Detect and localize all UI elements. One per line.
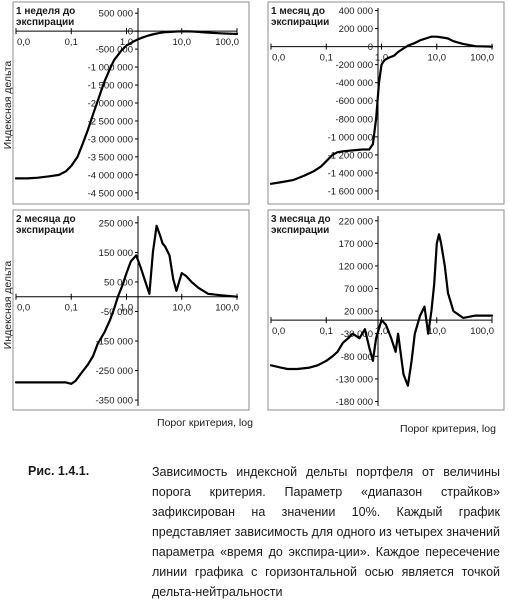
x-tick-label: 0,0 <box>17 303 30 314</box>
y-tick-label: -2 000 000 <box>88 99 133 110</box>
chart-panel-2: 1 месяц до экспирации 400 000 200 000 0 -200 … <box>267 1 505 205</box>
chart-title: 3 месяца до экспирации <box>271 214 331 236</box>
y-tick-label: -30 000 <box>341 329 373 340</box>
y-tick-label: 0 <box>128 27 133 38</box>
y-tick-label: -50 000 <box>101 307 133 318</box>
x-axis-title: Порог критерия, log <box>157 417 253 429</box>
chart-title-line: 3 месяца до <box>271 214 331 225</box>
y-tick-label: 250 000 <box>99 218 133 229</box>
y-tick-label: -600 000 <box>335 96 373 107</box>
x-tick-label: 0,1 <box>320 53 333 64</box>
chart-panel-3: 2 месяца до экспирации 250 000 150 000 50 00… <box>12 209 250 411</box>
chart-title-line: экспирации <box>16 225 74 236</box>
chart-title-line: 1 месяц до <box>271 6 325 17</box>
x-tick-label: 10,0 <box>173 303 192 314</box>
series-line <box>14 30 239 180</box>
y-tick-label: -250 000 <box>95 366 133 377</box>
figure: Индексная дельта Индексная дельта Порог кр… <box>2 1 505 435</box>
y-tick-label: -2 500 000 <box>88 116 133 127</box>
x-tick-label: 10,0 <box>173 37 192 48</box>
y-tick-label: -3 000 000 <box>88 134 133 145</box>
y-tick-label: -1 000 000 <box>328 132 373 143</box>
x-tick-label: 0,1 <box>320 326 333 337</box>
y-axis-title: Индексная дельта <box>2 61 14 150</box>
x-tick-label: 0,1 <box>65 303 78 314</box>
y-tick-label: -3 500 000 <box>88 152 133 163</box>
y-tick-label: 200 000 <box>339 24 373 35</box>
x-tick-label: 1,0 <box>375 326 388 337</box>
chart-title-line: экспирации <box>16 17 74 28</box>
caption-text: Зависимость индексной дельты портфеля от… <box>152 465 500 599</box>
y-tick-label: 70 000 <box>344 284 373 295</box>
x-tick-label: 10,0 <box>428 53 447 64</box>
panel-frame <box>267 209 505 411</box>
chart-title-line: 2 месяца до <box>16 214 76 225</box>
x-tick-label: 100,0 <box>215 303 239 314</box>
x-tick-label: 0,1 <box>65 37 78 48</box>
series-line <box>14 224 239 385</box>
y-tick-label: -200 000 <box>335 60 373 71</box>
x-tick-label: 0,0 <box>272 53 285 64</box>
y-axis-title: Индексная дельта <box>2 261 14 350</box>
x-tick-label: 10,0 <box>428 326 447 337</box>
x-tick-label: 0,0 <box>272 326 285 337</box>
y-tick-label: -500 000 <box>95 45 133 56</box>
y-tick-label: -4 500 000 <box>88 188 133 199</box>
x-tick-label: 100,0 <box>215 37 239 48</box>
x-tick-label: 1,0 <box>375 53 388 64</box>
panel-frame <box>12 1 250 205</box>
y-tick-label: 400 000 <box>339 6 373 17</box>
x-tick-label: 100,0 <box>470 53 494 64</box>
y-tick-label: -350 000 <box>95 396 133 407</box>
panel-frame <box>267 1 505 205</box>
chart-panel-1: 1 неделя до экспирации 500 000 0 -500 000 -1 … <box>12 1 250 205</box>
y-tick-label: -130 000 <box>335 374 373 385</box>
y-tick-label: -1 500 000 <box>88 81 133 92</box>
chart-title-line: экспирации <box>271 17 329 28</box>
y-tick-label: 150 000 <box>99 248 133 259</box>
x-tick-label: 1,0 <box>120 37 133 48</box>
y-tick-label: -180 000 <box>335 397 373 408</box>
x-tick-label: 1,0 <box>120 303 133 314</box>
x-axis-title: Порог критерия, log <box>400 423 496 435</box>
chart-title: 2 месяца до экспирации <box>16 214 76 236</box>
chart-title-line: экспирации <box>271 225 329 236</box>
y-tick-label: 50 000 <box>104 277 133 288</box>
y-tick-label: 220 000 <box>339 216 373 227</box>
chart-title: 1 неделя до экспирации <box>16 6 75 28</box>
figure-caption: Рис. 1.4.1. Зависимость индексной дельты… <box>0 452 508 599</box>
y-tick-label: -800 000 <box>335 114 373 125</box>
y-tick-label: -400 000 <box>335 78 373 89</box>
y-tick-label: -80 000 <box>341 352 373 363</box>
caption-label: Рис. 1.4.1. <box>28 464 90 478</box>
y-tick-label: 120 000 <box>339 261 373 272</box>
chart-panel-4: 3 месяца до экспирации 220 000 170 000 120 0… <box>267 209 505 411</box>
y-tick-label: -1 400 000 <box>328 168 373 179</box>
y-tick-label: 20 000 <box>344 307 373 318</box>
series-line <box>269 35 494 185</box>
y-tick-label: 500 000 <box>99 9 133 20</box>
chart-figure: Индексная дельта Индексная дельта Порог кр… <box>2 1 505 435</box>
y-tick-label: -1 200 000 <box>328 150 373 161</box>
chart-title: 1 месяц до экспирации <box>271 6 329 28</box>
x-tick-label: 100,0 <box>470 326 494 337</box>
y-tick-label: -150 000 <box>95 337 133 348</box>
chart-title-line: 1 неделя до <box>16 6 75 17</box>
y-tick-label: 0 <box>368 42 373 53</box>
series-line <box>269 233 494 387</box>
panel-frame <box>12 209 250 411</box>
y-tick-label: -4 000 000 <box>88 170 133 181</box>
x-tick-label: 0,0 <box>17 37 30 48</box>
y-tick-label: -1 600 000 <box>328 186 373 197</box>
y-tick-label: 170 000 <box>339 239 373 250</box>
